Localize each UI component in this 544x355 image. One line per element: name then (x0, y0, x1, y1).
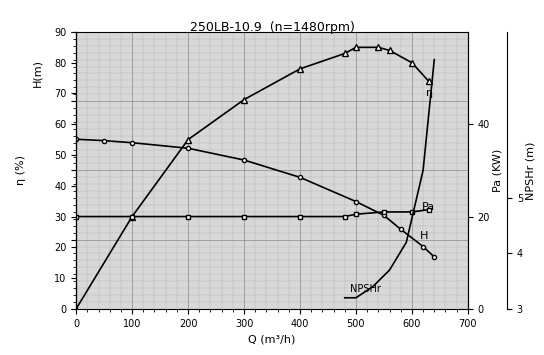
Text: 250LB-10.9  (n=1480rpm): 250LB-10.9 (n=1480rpm) (189, 21, 355, 34)
X-axis label: Q (m³/h): Q (m³/h) (248, 334, 296, 344)
Y-axis label: Pa (KW): Pa (KW) (493, 149, 503, 192)
Y-axis label: NPSHr (m): NPSHr (m) (526, 141, 536, 200)
Text: η (%): η (%) (16, 155, 26, 185)
Text: NPSHr: NPSHr (350, 284, 381, 294)
Text: η: η (426, 88, 433, 98)
Text: Pa: Pa (422, 202, 435, 212)
Text: H: H (421, 231, 429, 241)
Text: H(m): H(m) (32, 60, 42, 87)
